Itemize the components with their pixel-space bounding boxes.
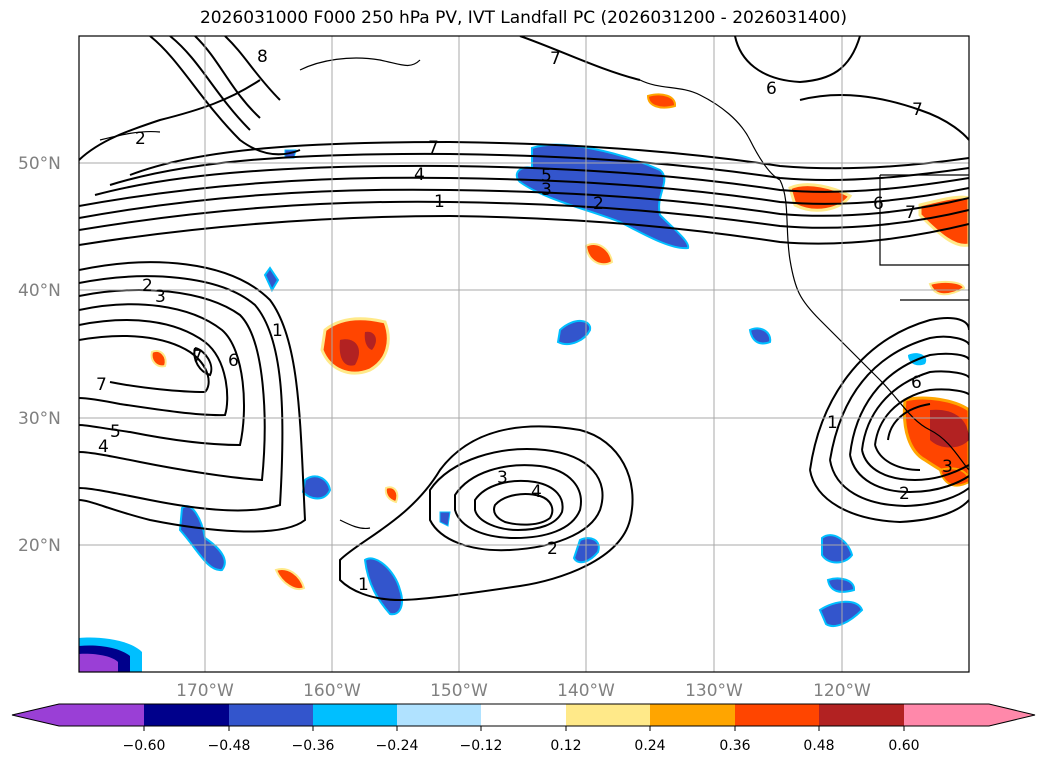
- colorbar-tick-label: 0.24: [634, 738, 665, 754]
- colorbar-tick-label: 0.48: [803, 738, 834, 754]
- contour-label: 7: [192, 347, 203, 367]
- contour-label: 1: [272, 321, 283, 341]
- pv-positive-anomaly: [339, 339, 360, 366]
- lat-label-40n: 40°N: [18, 281, 61, 301]
- pv-positive-anomaly: [928, 280, 966, 296]
- contour-label: 7: [912, 100, 923, 120]
- contour-label: 1: [358, 575, 369, 595]
- contour-label: 5: [110, 422, 121, 442]
- contour-label: 5: [541, 166, 552, 186]
- colorbar-tick-label: −0.12: [460, 738, 503, 754]
- contour-label: 2: [899, 484, 910, 504]
- pv-positive-anomaly: [788, 183, 853, 212]
- lon-label-120w: 120°W: [813, 681, 871, 701]
- colorbar-segment: [819, 704, 904, 726]
- lat-label-30n: 30°N: [18, 409, 61, 429]
- contour-label: 4: [531, 482, 542, 502]
- contour-label: 3: [942, 457, 953, 477]
- contour-label: 3: [541, 180, 552, 200]
- contour-label: 7: [905, 203, 916, 223]
- coastlines: [99, 57, 969, 530]
- colorbar-extend-high: [989, 704, 1035, 726]
- colorbar-tick-label: 0.12: [550, 738, 581, 754]
- longitude-labels: 170°W 160°W 150°W 140°W 130°W 120°W: [176, 681, 871, 701]
- gridlines: [79, 36, 969, 672]
- pv-negative-anomaly: [79, 653, 118, 672]
- pv-negative-anomaly: [439, 511, 451, 527]
- colorbar-tick-label: −0.24: [376, 738, 419, 754]
- colorbar: −0.60 −0.48 −0.36 −0.24 −0.12 0.12 0.24 …: [11, 703, 1036, 754]
- contour-label: 4: [98, 437, 109, 457]
- colorbar-segment: [735, 704, 819, 726]
- colorbar-segment: [59, 704, 144, 726]
- latitude-labels: 50°N 40°N 30°N 20°N: [18, 154, 61, 556]
- colorbar-tick-label: 0.36: [719, 738, 750, 754]
- lat-label-50n: 50°N: [18, 154, 61, 174]
- contour-label: 6: [228, 351, 239, 371]
- pv-negative-anomaly: [818, 600, 864, 628]
- pv-negative-anomaly: [363, 557, 403, 616]
- lon-label-160w: 160°W: [303, 681, 361, 701]
- colorbar-extend-low: [12, 704, 59, 726]
- contour-labels: 8 7 6 7 2 7 4 1 5 3 2 6 7 2 3 1 7 6 7 5 …: [96, 47, 953, 595]
- pv-negative-anomaly: [826, 577, 855, 593]
- pv-negative-anomaly: [178, 505, 226, 572]
- pv-positive-anomaly: [918, 195, 969, 247]
- contour-label: 3: [155, 287, 166, 307]
- colorbar-segment: [566, 704, 650, 726]
- colorbar-segment: [397, 704, 481, 726]
- pv-positive-anomaly: [150, 350, 167, 368]
- contour-label: 7: [550, 49, 561, 69]
- pv-negative-anomaly: [556, 320, 592, 346]
- lon-label-130w: 130°W: [685, 681, 743, 701]
- colorbar-segment: [904, 704, 989, 726]
- contour-label: 2: [135, 129, 146, 149]
- contour-label: 6: [873, 194, 884, 214]
- contour-label: 6: [766, 79, 777, 99]
- colorbar-segment: [313, 704, 397, 726]
- colorbar-tick-label: 0.60: [888, 738, 919, 754]
- colorbar-segment: [229, 704, 313, 726]
- contour-label: 2: [593, 194, 604, 214]
- colorbar-tick-label: −0.36: [292, 738, 335, 754]
- contour-label: 8: [257, 47, 268, 67]
- pv-negative-anomaly: [263, 266, 280, 293]
- colorbar-tick-label: −0.60: [123, 738, 166, 754]
- contour-label: 7: [96, 375, 107, 395]
- colorbar-segment: [144, 704, 229, 726]
- contour-label: 4: [414, 165, 425, 185]
- contour-label: 1: [827, 413, 838, 433]
- lat-label-20n: 20°N: [18, 536, 61, 556]
- lon-label-170w: 170°W: [176, 681, 234, 701]
- lon-label-140w: 140°W: [557, 681, 615, 701]
- contour-label: 3: [497, 468, 508, 488]
- contour-label: 1: [434, 192, 445, 212]
- ivt-contours: [79, 36, 969, 602]
- contour-label: 7: [428, 138, 439, 158]
- colorbar-segment: [650, 704, 735, 726]
- contour-label: 2: [547, 539, 558, 559]
- colorbar-tick-label: −0.48: [208, 738, 251, 754]
- colorbar-segment: [481, 704, 566, 726]
- pv-positive-anomaly: [384, 486, 399, 504]
- pv-positive-anomaly: [646, 93, 676, 109]
- plot-title: 2026031000 F000 250 hPa PV, IVT Landfall…: [199, 8, 847, 28]
- pv-negative-anomaly: [748, 327, 772, 345]
- pv-positive-anomaly: [364, 331, 376, 350]
- contour-label: 6: [911, 373, 922, 393]
- pv-negative-anomaly: [821, 534, 854, 564]
- map-frame: [78, 35, 970, 673]
- pv-positive-anomaly: [274, 568, 306, 590]
- pv-positive-anomaly: [584, 243, 614, 266]
- lon-label-150w: 150°W: [430, 681, 488, 701]
- pv-negative-anomaly: [301, 475, 332, 500]
- contour-label: 2: [142, 276, 153, 296]
- pv-positive-anomaly: [930, 409, 969, 448]
